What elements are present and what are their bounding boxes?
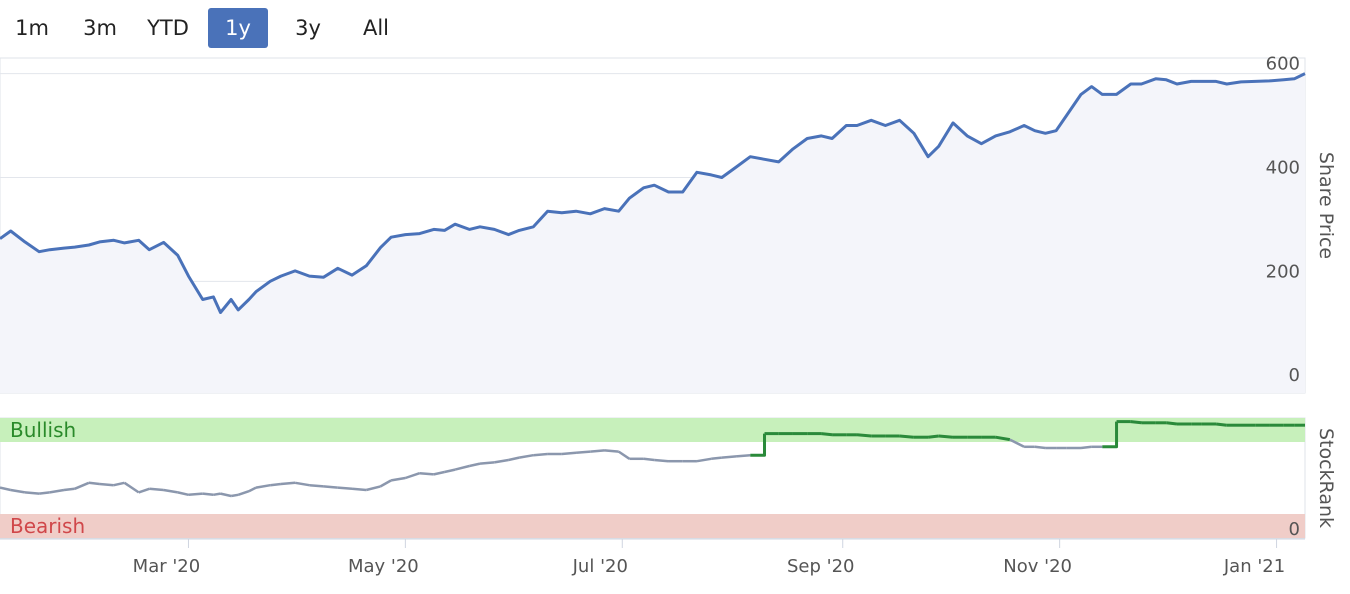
- stockrank-line-segment: [24, 491, 40, 495]
- stockrank-line-segment: [1102, 421, 1119, 449]
- range-button-1m[interactable]: 1m: [15, 16, 49, 40]
- stockrank-line-segment: [618, 450, 631, 460]
- stockrank-line-segment: [696, 457, 712, 463]
- stockrank-line-segment: [643, 457, 655, 462]
- stockrank-line-segment: [113, 481, 125, 487]
- range-button-3m[interactable]: 3m: [83, 16, 117, 40]
- stockrank-line-segment: [323, 485, 338, 489]
- stockrank-line-segment: [654, 458, 669, 463]
- stockrank-line-segment: [518, 453, 534, 459]
- x-tick-label: Mar '20: [133, 556, 201, 577]
- stockrank-line-segment: [138, 487, 150, 494]
- price-tick-label: 600: [1266, 54, 1300, 75]
- range-selector: 1m 3m YTD 1y 3y All: [0, 0, 1350, 56]
- stockrank-line-segment: [444, 468, 456, 474]
- stockrank-line-segment: [711, 456, 722, 461]
- bearish-band: [0, 514, 1305, 538]
- stockrank-line-segment: [213, 492, 221, 497]
- price-tick-label: 200: [1266, 261, 1300, 282]
- stockrank-line-segment: [575, 450, 591, 455]
- price-line: [0, 72, 1306, 314]
- stockrank-line-segment: [433, 470, 445, 476]
- stockrank-line-segment: [390, 476, 406, 482]
- stockrank-line-segment: [750, 433, 767, 457]
- stockrank-line-segment: [270, 482, 282, 487]
- bearish-label: Bearish: [10, 514, 85, 538]
- stockrank-line-segment: [379, 479, 392, 488]
- stockrank-line-segment: [365, 485, 381, 492]
- stockrank-line-segment: [163, 488, 179, 494]
- x-tick-label: Nov '20: [1003, 556, 1072, 577]
- stockrank-line-segment: [309, 483, 324, 488]
- range-button-1y[interactable]: 1y: [208, 8, 268, 48]
- range-button-ytd[interactable]: YTD: [147, 16, 189, 40]
- stockrank-line-segment: [220, 492, 232, 498]
- stockrank-line-segment: [721, 455, 737, 459]
- stockrank-line-segment: [856, 433, 872, 438]
- stockrank-line-segment: [294, 481, 310, 487]
- stockrank-line-segment: [590, 449, 605, 453]
- stockrank-line-segment: [337, 486, 353, 491]
- price-area: [0, 73, 1305, 393]
- stockrank-line-segment: [561, 451, 577, 456]
- stockrank-line-segment: [38, 491, 50, 495]
- rank-tick-label: 0: [1289, 519, 1300, 540]
- stockrank-line-segment: [99, 482, 114, 487]
- x-tick-label: Jan '21: [1223, 556, 1285, 577]
- stockrank-line-segment: [494, 458, 509, 464]
- stockrank-line-segment: [419, 471, 434, 476]
- stockrank-line-segment: [280, 481, 296, 486]
- stockrank-line-segment: [188, 492, 203, 497]
- stockrank-line-segment: [177, 491, 189, 497]
- stockrank-line-segment: [508, 456, 520, 462]
- stockrank-line-segment: [1080, 445, 1092, 450]
- stockrank-line-segment: [1009, 438, 1025, 448]
- bullish-label: Bullish: [10, 418, 76, 442]
- range-button-3y[interactable]: 3y: [295, 16, 321, 40]
- price-tick-label: 0: [1289, 365, 1300, 386]
- x-tick-label: Sep '20: [787, 556, 855, 577]
- stockrank-line-segment: [230, 493, 239, 498]
- stockrank-line-segment: [1034, 445, 1046, 450]
- stockrank-line-segment: [237, 490, 250, 496]
- x-tick-label: Jul '20: [572, 556, 628, 577]
- rank-axis-title: StockRank: [1315, 428, 1337, 528]
- stockrank-line-segment: [454, 464, 470, 471]
- stockrank-line-segment: [123, 481, 140, 494]
- x-tick-label: May '20: [348, 556, 419, 577]
- price-tick-label: 400: [1266, 157, 1300, 178]
- stockrank-line-segment: [63, 487, 75, 492]
- stockrank-line-segment: [1166, 421, 1178, 426]
- stockrank-line-segment: [255, 483, 271, 489]
- stockrank-line-segment: [735, 453, 751, 458]
- stockrank-line-segment: [1215, 422, 1227, 427]
- stockrank-line-segment: [533, 452, 548, 457]
- stockrank-line-segment: [202, 492, 214, 497]
- stockrank-line-segment: [404, 472, 420, 480]
- stockrank-line-segment: [938, 434, 954, 439]
- price-axis-title: Share Price: [1315, 152, 1337, 259]
- stockrank-line-segment: [469, 462, 481, 468]
- stockrank-line-segment: [88, 481, 100, 486]
- stockrank-line-segment: [248, 486, 257, 493]
- stockrank-line-segment: [49, 488, 65, 494]
- stockrank-line-segment: [899, 434, 914, 439]
- stockrank-line-segment: [351, 487, 367, 492]
- stockrank-line-segment: [10, 488, 26, 494]
- stockrank-line-segment: [74, 481, 90, 490]
- stockrank-line-segment: [479, 461, 495, 465]
- stockrank-line-segment: [0, 486, 11, 492]
- stockrank-line-segment: [1130, 420, 1142, 425]
- range-button-all[interactable]: All: [362, 16, 390, 40]
- stockrank-line-segment: [995, 435, 1011, 442]
- bullish-band: [0, 418, 1305, 442]
- stockrank-line-segment: [821, 432, 833, 437]
- stockrank-line-segment: [149, 487, 164, 492]
- stockrank-line-segment: [927, 434, 939, 439]
- stockrank-line-segment: [604, 449, 619, 453]
